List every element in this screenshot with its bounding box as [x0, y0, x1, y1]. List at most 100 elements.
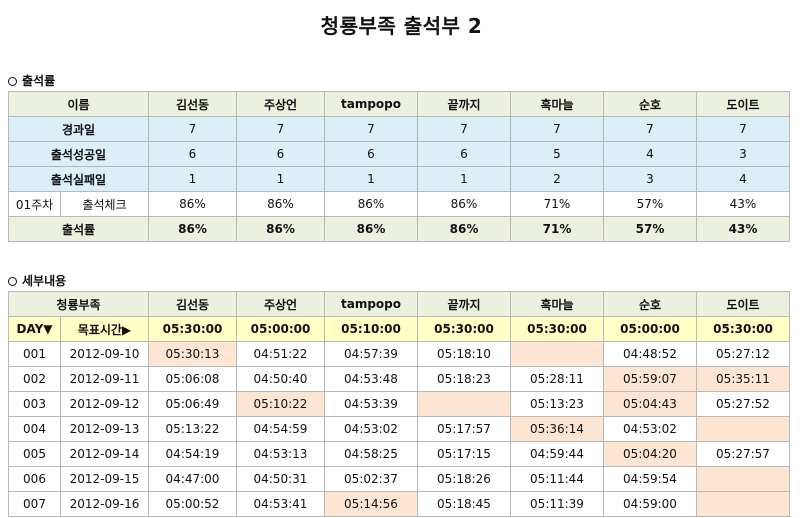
date-cell: 2012-09-14 — [60, 441, 149, 467]
value-cell: 7 — [236, 116, 325, 142]
checkin-time-cell: 04:53:48 — [324, 366, 418, 392]
checkin-time-cell — [696, 491, 790, 517]
checkin-time-cell: 05:27:52 — [696, 391, 790, 417]
percent-cell: 86% — [236, 191, 325, 217]
target-time-cell: 05:30:00 — [417, 316, 511, 342]
target-time-cell: 05:30:00 — [148, 316, 237, 342]
day-row: 003 2012-09-12 05:06:49 05:10:22 04:53:39 05:… — [8, 391, 790, 417]
checkin-time-cell: 05:35:11 — [696, 366, 790, 392]
checkin-time-cell: 05:04:43 — [603, 391, 697, 417]
percent-cell: 86% — [324, 191, 418, 217]
member-header-cell: 도이트 — [696, 91, 790, 117]
checkin-time-cell: 05:10:22 — [236, 391, 325, 417]
tribe-header-cell: 청룡부족 — [8, 291, 149, 317]
checkin-time-cell: 05:13:23 — [510, 391, 604, 417]
circle-bullet-icon — [8, 77, 17, 86]
member-header-cell: 김선동 — [148, 91, 237, 117]
circle-bullet-icon — [8, 277, 17, 286]
date-cell: 2012-09-15 — [60, 466, 149, 492]
value-cell: 7 — [603, 116, 697, 142]
value-cell: 7 — [148, 116, 237, 142]
rate-cell: 86% — [236, 216, 325, 242]
checkin-time-cell: 05:28:11 — [510, 366, 604, 392]
date-cell: 2012-09-13 — [60, 416, 149, 442]
checkin-time-cell: 04:53:13 — [236, 441, 325, 467]
row-label-cell: 출석률 — [8, 216, 149, 242]
checkin-time-cell: 05:27:12 — [696, 341, 790, 367]
day-number-cell: 002 — [8, 366, 61, 392]
member-header-cell: 순호 — [603, 91, 697, 117]
member-header-cell: 흑마늘 — [510, 91, 604, 117]
section-detail: 세부내용 — [8, 272, 66, 289]
checkin-time-cell: 05:06:49 — [148, 391, 237, 417]
value-cell: 3 — [696, 141, 790, 167]
day-row: 006 2012-09-15 04:47:00 04:50:31 05:02:37 05:… — [8, 466, 790, 492]
member-header-cell: tampopo — [324, 91, 418, 117]
target-label-cell: 목표시간▶ — [60, 316, 149, 342]
checkin-time-cell: 05:30:13 — [148, 341, 237, 367]
day-number-cell: 005 — [8, 441, 61, 467]
value-cell: 4 — [696, 166, 790, 192]
member-header-cell: 흑마늘 — [510, 291, 604, 317]
attendance-detail-table: 청룡부족 김선동 주상언 tampopo 끝까지 흑마늘 순호 도이트 DAY▼ 목표시간▶ 05:… — [8, 291, 790, 517]
checkin-time-cell: 05:14:56 — [324, 491, 418, 517]
member-header-cell: 순호 — [603, 291, 697, 317]
rate-cell: 86% — [417, 216, 511, 242]
target-time-cell: 05:10:00 — [324, 316, 418, 342]
value-cell: 7 — [417, 116, 511, 142]
checkin-time-cell: 05:18:10 — [417, 341, 511, 367]
row-label-cell: 출석실패일 — [8, 166, 149, 192]
checkin-time-cell: 04:53:02 — [603, 416, 697, 442]
section-title: 세부내용 — [22, 274, 67, 288]
day-number-cell: 001 — [8, 341, 61, 367]
date-cell: 2012-09-10 — [60, 341, 149, 367]
checkin-time-cell: 04:59:00 — [603, 491, 697, 517]
checkin-time-cell: 05:06:08 — [148, 366, 237, 392]
percent-cell: 43% — [696, 191, 790, 217]
detail-header-row: 청룡부족 김선동 주상언 tampopo 끝까지 흑마늘 순호 도이트 — [8, 291, 790, 317]
rate-cell: 71% — [510, 216, 604, 242]
checkin-time-cell: 04:50:40 — [236, 366, 325, 392]
checkin-time-cell — [696, 466, 790, 492]
checkin-time-cell: 04:47:00 — [148, 466, 237, 492]
checkin-time-cell: 04:51:22 — [236, 341, 325, 367]
value-cell: 7 — [324, 116, 418, 142]
summary-row: 출석성공일 6 6 6 6 5 4 3 — [8, 141, 790, 167]
checkin-time-cell — [510, 341, 604, 367]
percent-cell: 86% — [148, 191, 237, 217]
checkin-time-cell: 04:53:39 — [324, 391, 418, 417]
checkin-time-cell: 05:18:26 — [417, 466, 511, 492]
checkin-time-cell: 05:18:23 — [417, 366, 511, 392]
value-cell: 6 — [236, 141, 325, 167]
value-cell: 4 — [603, 141, 697, 167]
value-cell: 6 — [148, 141, 237, 167]
checkin-time-cell — [417, 391, 511, 417]
checkin-time-cell: 04:50:31 — [236, 466, 325, 492]
checkin-time-cell: 04:58:25 — [324, 441, 418, 467]
checkin-time-cell — [696, 416, 790, 442]
percent-cell: 57% — [603, 191, 697, 217]
member-header-cell: tampopo — [324, 291, 418, 317]
checkin-time-cell: 04:57:39 — [324, 341, 418, 367]
checkin-time-cell: 04:48:52 — [603, 341, 697, 367]
weekly-check-row: 01주차 출석체크 86% 86% 86% 86% 71% 57% 43% — [8, 191, 790, 217]
rate-cell: 43% — [696, 216, 790, 242]
section-title: 출석률 — [22, 74, 56, 88]
attendance-rate-row: 출석률 86% 86% 86% 86% 71% 57% 43% — [8, 216, 790, 242]
day-row: 001 2012-09-10 05:30:13 04:51:22 04:57:39 05:… — [8, 341, 790, 367]
checkin-time-cell: 05:17:15 — [417, 441, 511, 467]
day-number-cell: 006 — [8, 466, 61, 492]
target-time-cell: 05:30:00 — [696, 316, 790, 342]
rate-cell: 86% — [148, 216, 237, 242]
value-cell: 1 — [148, 166, 237, 192]
date-cell: 2012-09-16 — [60, 491, 149, 517]
day-number-cell: 007 — [8, 491, 61, 517]
value-cell: 6 — [324, 141, 418, 167]
value-cell: 3 — [603, 166, 697, 192]
value-cell: 2 — [510, 166, 604, 192]
value-cell: 1 — [236, 166, 325, 192]
member-header-cell: 주상언 — [236, 91, 325, 117]
target-time-cell: 05:30:00 — [510, 316, 604, 342]
checkin-time-cell: 05:27:57 — [696, 441, 790, 467]
day-row: 004 2012-09-13 05:13:22 04:54:59 04:53:02 05:… — [8, 416, 790, 442]
